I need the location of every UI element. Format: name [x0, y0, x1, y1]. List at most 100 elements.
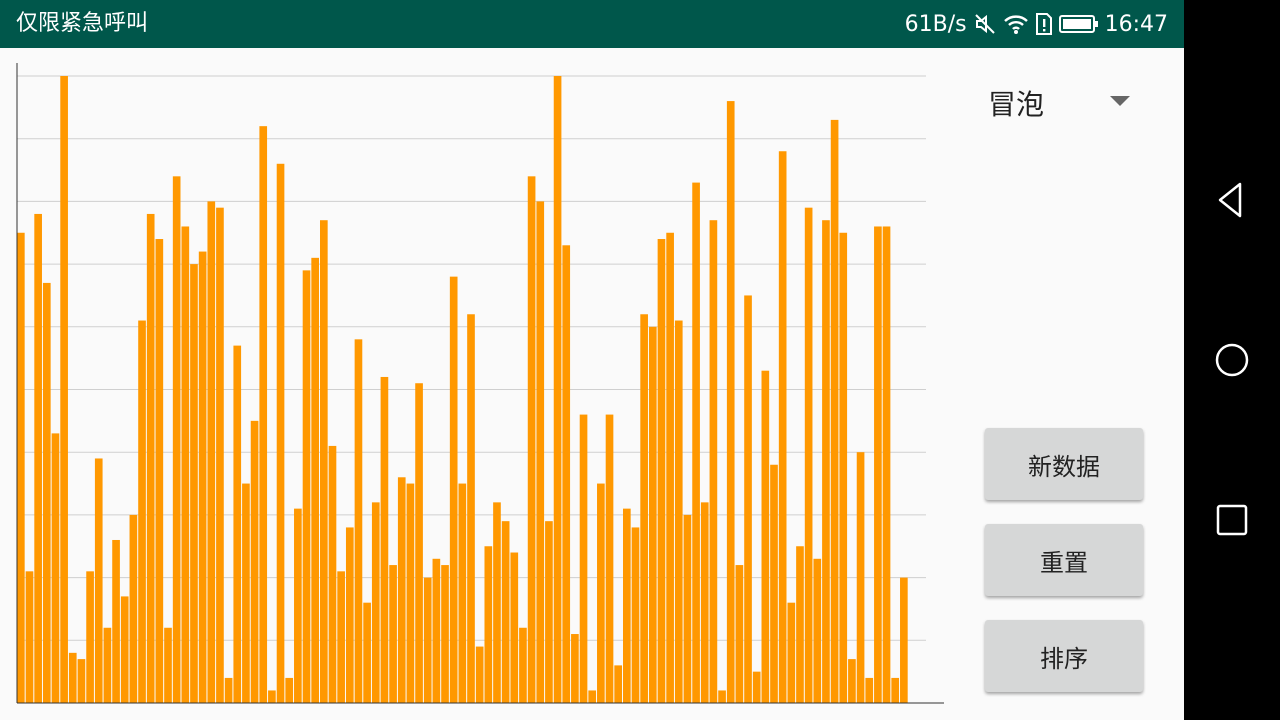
bar	[345, 527, 354, 703]
sim-alert-icon	[1035, 12, 1053, 36]
bar	[432, 558, 441, 703]
recents-icon[interactable]	[1212, 500, 1252, 540]
bar	[467, 314, 475, 703]
bar	[302, 270, 311, 703]
bar	[614, 665, 622, 703]
bar	[623, 508, 631, 703]
bar	[311, 257, 319, 703]
bar	[605, 414, 614, 703]
sort-algorithm-dropdown[interactable]: 冒泡	[988, 78, 1138, 128]
wifi-icon	[1003, 12, 1029, 36]
bar	[181, 226, 190, 704]
bar	[848, 659, 856, 703]
bar	[545, 521, 553, 703]
bar	[536, 201, 545, 703]
bar	[674, 320, 683, 703]
bar	[839, 232, 848, 703]
bar	[631, 527, 640, 703]
bar	[735, 565, 744, 703]
bar	[190, 264, 198, 703]
bar	[874, 226, 882, 704]
bar	[294, 508, 302, 703]
bar	[129, 514, 138, 703]
sort-button[interactable]: 排序	[985, 620, 1143, 692]
bar	[68, 652, 77, 703]
bar	[804, 207, 813, 704]
bar	[475, 646, 484, 703]
bar	[519, 627, 527, 703]
bar	[60, 76, 68, 703]
bar	[761, 370, 770, 703]
bar	[259, 126, 268, 703]
bar	[787, 602, 796, 703]
bar	[726, 101, 735, 703]
bar	[103, 627, 112, 703]
bar	[692, 182, 700, 704]
bar	[683, 514, 692, 703]
sort-bar-chart	[16, 63, 944, 704]
bar	[207, 201, 216, 703]
bar	[354, 339, 363, 703]
bar	[276, 163, 285, 703]
bar	[42, 282, 51, 703]
status-bar: 仅限紧急呼叫 61B/s 16:47	[0, 0, 1184, 48]
navigation-bar	[1184, 0, 1280, 720]
bar	[510, 552, 519, 703]
bar	[397, 477, 406, 703]
bar	[285, 677, 294, 703]
dropdown-arrow-icon	[1110, 96, 1130, 106]
bar	[120, 596, 129, 703]
bar	[588, 690, 597, 703]
bar	[250, 420, 259, 703]
bar	[242, 483, 250, 703]
bar	[380, 376, 389, 703]
status-icons: 61B/s 16:47	[905, 9, 1168, 39]
bar	[77, 659, 86, 703]
bar	[527, 176, 536, 703]
net-speed: 61B/s	[904, 11, 967, 37]
bar	[164, 627, 172, 703]
bar	[86, 571, 94, 703]
bar	[441, 565, 449, 703]
bar	[813, 558, 822, 703]
bar	[458, 483, 467, 703]
bar	[657, 239, 666, 703]
bar	[752, 671, 761, 703]
bar	[423, 577, 432, 703]
bar	[501, 521, 510, 703]
bar	[648, 326, 657, 703]
bar	[562, 245, 571, 704]
bar	[830, 119, 839, 703]
bar	[856, 452, 865, 703]
bar	[172, 176, 181, 703]
reset-button[interactable]: 重置	[985, 524, 1143, 596]
bar	[406, 483, 415, 703]
bar	[25, 571, 34, 703]
bar	[224, 677, 233, 703]
bar	[553, 76, 562, 703]
bar	[700, 502, 709, 703]
new-data-button[interactable]: 新数据	[985, 428, 1143, 500]
bar	[666, 232, 674, 703]
bar	[865, 677, 874, 703]
back-icon[interactable]	[1212, 180, 1252, 220]
bar	[579, 414, 588, 703]
bar	[449, 276, 458, 703]
bar	[744, 295, 752, 703]
bar	[709, 220, 718, 703]
bar	[216, 207, 224, 704]
home-icon[interactable]	[1212, 340, 1252, 380]
bar	[146, 213, 155, 703]
bar	[371, 502, 380, 703]
side-panel: 冒泡 新数据 重置 排序	[960, 48, 1184, 720]
carrier-text: 仅限紧急呼叫	[16, 11, 149, 36]
bar	[882, 226, 891, 704]
bar	[268, 690, 276, 703]
bar	[778, 151, 787, 703]
bar	[640, 314, 648, 703]
bar	[17, 232, 25, 703]
bar	[328, 445, 337, 703]
app-content: 冒泡 新数据 重置 排序	[0, 48, 1184, 720]
bar	[34, 213, 42, 703]
bar	[155, 239, 164, 703]
